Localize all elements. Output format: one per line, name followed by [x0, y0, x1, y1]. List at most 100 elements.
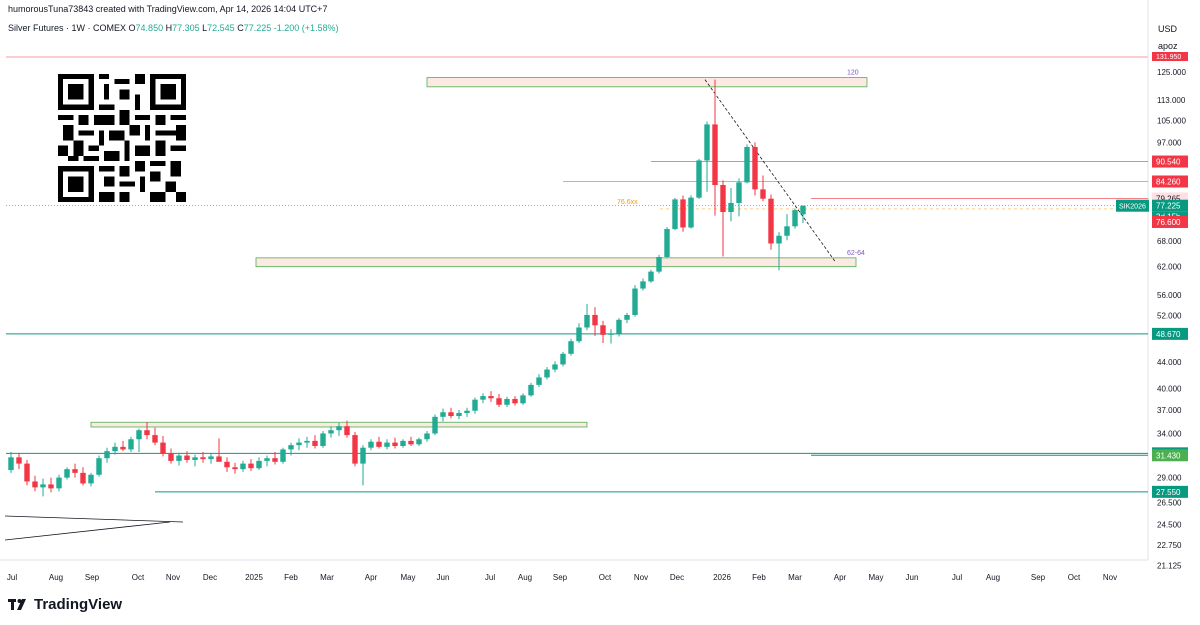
price-badge-label: 90.540 — [1156, 158, 1181, 167]
x-tick-label: Feb — [284, 573, 298, 582]
x-tick-label: Aug — [986, 573, 1000, 582]
y-tick-label: 26.500 — [1157, 499, 1182, 508]
y-tick-label: 37.000 — [1157, 406, 1182, 415]
candle-body — [560, 353, 566, 365]
x-tick-label: Nov — [634, 573, 648, 582]
candle-body — [768, 198, 774, 244]
x-tick-label: Nov — [166, 573, 180, 582]
y-tick-label: 62.000 — [1157, 263, 1182, 272]
close-value: 77.225 — [243, 23, 272, 33]
candle-body — [376, 441, 382, 447]
x-tick-label: Jul — [952, 573, 962, 582]
tradingview-logo[interactable]: TradingView — [8, 596, 122, 613]
candle-body — [624, 314, 630, 320]
x-tick-label: Sep — [1031, 573, 1046, 582]
currency-label[interactable]: USD — [1158, 24, 1178, 34]
candle-body — [336, 426, 342, 431]
qr-code-icon — [58, 74, 186, 202]
candle-body — [536, 377, 542, 385]
y-tick-label: 56.000 — [1157, 291, 1182, 300]
candle-body — [416, 439, 422, 445]
candle-body — [568, 341, 574, 354]
candle-body — [144, 430, 150, 436]
y-tick-label: 34.000 — [1157, 429, 1182, 438]
y-tick-label: 113.000 — [1157, 96, 1186, 105]
candle-body — [120, 446, 126, 450]
candle-body — [264, 458, 270, 461]
fib-price-label: 76.600 — [1156, 218, 1181, 227]
candle-body — [688, 197, 694, 228]
y-tick-label: 125.000 — [1157, 68, 1186, 77]
candle-body — [80, 472, 86, 484]
candle-body — [56, 477, 62, 489]
x-tick-label: Mar — [788, 573, 802, 582]
candle-body — [648, 271, 654, 282]
candle-body — [592, 314, 598, 326]
candle-body — [344, 426, 350, 436]
price-badge — [1152, 485, 1188, 498]
x-tick-label: Jul — [485, 573, 495, 582]
candle-body — [280, 449, 286, 462]
candle-body — [40, 484, 46, 488]
candle-body — [496, 398, 502, 405]
candle-body — [192, 457, 198, 460]
symbol-legend[interactable]: Silver Futures · 1W · COMEX O74.850 H77.… — [8, 23, 339, 33]
candle-body — [392, 442, 398, 446]
candle-body — [616, 319, 622, 334]
change-value: -1.200 (+1.58%) — [273, 23, 339, 33]
candle-body — [112, 446, 118, 452]
candle-body — [800, 205, 806, 215]
candle-body — [656, 256, 662, 272]
candle-body — [584, 314, 590, 328]
candle-body — [680, 199, 686, 228]
x-tick-label: Sep — [553, 573, 568, 582]
x-tick-label: 2025 — [245, 573, 263, 582]
price-badge — [1152, 449, 1188, 462]
candle-body — [184, 455, 190, 460]
candle-body — [24, 463, 30, 482]
tradingview-icon — [8, 598, 26, 610]
candle-body — [632, 288, 638, 315]
candle-body — [232, 467, 238, 470]
x-tick-label: Dec — [670, 573, 684, 582]
candle-body — [520, 395, 526, 404]
candle-body — [312, 440, 318, 446]
price-badge-label: 79.265 — [1156, 194, 1181, 203]
candle-body — [408, 440, 414, 445]
candle-body — [552, 364, 558, 370]
zone-label: 62-64 — [847, 250, 865, 257]
candle-body — [208, 456, 214, 460]
symbol-tag-label: SIK2026 — [1119, 204, 1146, 211]
candle-body — [8, 457, 14, 471]
x-tick-label: Apr — [834, 573, 847, 582]
x-tick-label: Sep — [85, 573, 100, 582]
candle-body — [200, 457, 206, 460]
candle-body — [384, 442, 390, 447]
close-label: C — [237, 23, 244, 33]
price-badge — [1152, 155, 1188, 168]
candle-body — [728, 202, 734, 212]
x-tick-label: Oct — [1068, 573, 1081, 582]
candle-body — [136, 430, 142, 440]
candle-body — [328, 430, 334, 434]
candle-body — [704, 124, 710, 161]
top-badge-label: 131.950 — [1156, 54, 1181, 61]
top-badge — [1152, 52, 1188, 61]
candle-body — [152, 435, 158, 443]
candle-body — [784, 226, 790, 236]
x-tick-label: Nov — [1103, 573, 1117, 582]
candle-body — [48, 484, 54, 489]
x-tick-label: Jul — [7, 573, 17, 582]
candle-body — [752, 147, 758, 190]
y-tick-label: 52.000 — [1157, 311, 1182, 320]
candle-body — [664, 229, 670, 257]
candle-body — [488, 396, 494, 399]
candle-body — [256, 460, 262, 469]
candle-body — [296, 442, 302, 446]
candle-body — [600, 325, 606, 335]
candle-body — [512, 398, 518, 404]
fib-label: 76.6xx — [617, 199, 638, 206]
x-tick-label: Oct — [132, 573, 145, 582]
candle-body — [32, 481, 38, 488]
